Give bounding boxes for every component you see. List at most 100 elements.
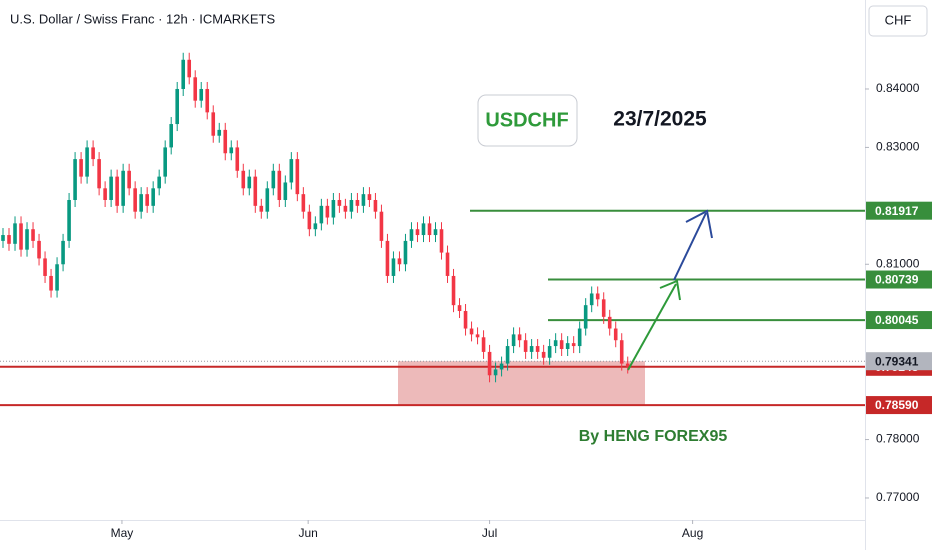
candle-body xyxy=(31,229,35,241)
candle-body xyxy=(415,229,420,236)
candle-body xyxy=(157,176,161,189)
candle-body xyxy=(19,223,23,250)
candle-body xyxy=(109,176,113,200)
candle-body xyxy=(487,351,492,376)
candle-body xyxy=(427,223,432,236)
level-label-box xyxy=(866,201,932,220)
candle-body xyxy=(37,240,41,259)
y-tick-label: 0.81000 xyxy=(876,256,920,270)
projection-arrows xyxy=(627,209,713,371)
candle-body xyxy=(247,176,252,189)
candle-body xyxy=(319,205,324,224)
candle-body xyxy=(265,188,270,212)
candle-body xyxy=(553,340,558,347)
candle-body xyxy=(499,363,504,370)
candle-body xyxy=(571,343,576,347)
candle-body xyxy=(433,229,438,236)
candle-body xyxy=(295,159,300,195)
candle-body xyxy=(373,199,378,212)
candle-body xyxy=(451,275,456,306)
candle-body xyxy=(277,170,282,200)
date-label: 23/7/2025 xyxy=(613,108,707,131)
candle-body xyxy=(139,194,143,212)
candle-body xyxy=(565,343,570,349)
candles-layer xyxy=(1,52,630,383)
candle-body xyxy=(307,211,312,230)
levels-layer xyxy=(0,209,865,407)
candle-body xyxy=(343,205,348,212)
candle-body xyxy=(523,340,528,352)
level-label-box xyxy=(866,270,932,289)
candle-body xyxy=(235,147,240,171)
candle-body xyxy=(13,223,17,244)
candle-body xyxy=(133,188,137,212)
candle-body xyxy=(475,334,480,338)
level-label: 0.81917 xyxy=(875,204,919,218)
candle-body xyxy=(217,129,222,136)
candle-body xyxy=(79,159,83,177)
y-tick-label: 0.84000 xyxy=(876,81,920,95)
candle-body xyxy=(349,199,354,212)
author-label: By HENG FOREX95 xyxy=(579,428,728,445)
candle-body xyxy=(469,328,474,335)
candle-body xyxy=(313,223,318,230)
x-tick-label: Jun xyxy=(298,526,317,540)
currency-label: CHF xyxy=(885,12,912,27)
candle-body xyxy=(439,229,444,253)
candle-body xyxy=(463,311,468,329)
candle-body xyxy=(331,199,336,218)
candle-body xyxy=(289,159,294,183)
candle-body xyxy=(283,182,288,200)
candle-body xyxy=(55,264,59,291)
candle-body xyxy=(163,147,167,177)
y-tick-label: 0.77000 xyxy=(876,490,920,504)
level-label-box xyxy=(866,311,932,330)
candle-body xyxy=(127,170,131,189)
candle-body xyxy=(229,147,234,154)
candle-body xyxy=(97,159,101,189)
support-zone xyxy=(398,361,645,406)
last-price-label-box xyxy=(866,352,932,371)
symbol-label: USDCHF xyxy=(485,109,568,131)
candle-body xyxy=(385,240,390,276)
candle-body xyxy=(481,337,486,352)
candle-body xyxy=(211,112,216,136)
chart-title: U.S. Dollar / Swiss Franc · 12h · ICMARK… xyxy=(10,11,275,26)
candle-body xyxy=(43,258,47,276)
blue-arrow xyxy=(673,212,707,281)
candle-body xyxy=(517,334,522,341)
candle-body xyxy=(595,293,600,300)
symbol-box xyxy=(477,94,578,147)
blue-arrowhead xyxy=(685,209,713,239)
candle-body xyxy=(25,229,29,250)
candle-body xyxy=(607,316,612,329)
y-tick-label: 0.78000 xyxy=(876,432,920,446)
candle-body xyxy=(223,129,228,154)
candle-body xyxy=(1,235,5,241)
candle-body xyxy=(145,194,149,206)
green-arrow xyxy=(627,283,677,371)
candle-body xyxy=(505,346,510,364)
candle-body xyxy=(253,176,258,206)
candle-body xyxy=(85,147,89,177)
y-tick-label: 0.83000 xyxy=(876,140,920,154)
level-label: 0.80045 xyxy=(875,313,919,327)
candle-body xyxy=(529,346,534,352)
candle-body xyxy=(121,170,125,206)
candle-body xyxy=(91,147,95,160)
currency-box xyxy=(868,5,928,37)
candle-body xyxy=(49,275,53,291)
candle-body xyxy=(361,194,366,206)
candle-body xyxy=(403,240,408,265)
candle-body xyxy=(535,346,540,352)
candle-body xyxy=(511,334,516,347)
candle-body xyxy=(421,223,426,236)
candle-body xyxy=(337,199,342,206)
candle-body xyxy=(583,305,588,329)
candle-body xyxy=(205,88,210,113)
candle-body xyxy=(367,194,372,200)
candle-body xyxy=(181,59,186,89)
x-tick-label: Jul xyxy=(482,526,497,540)
candle-body xyxy=(613,328,618,341)
